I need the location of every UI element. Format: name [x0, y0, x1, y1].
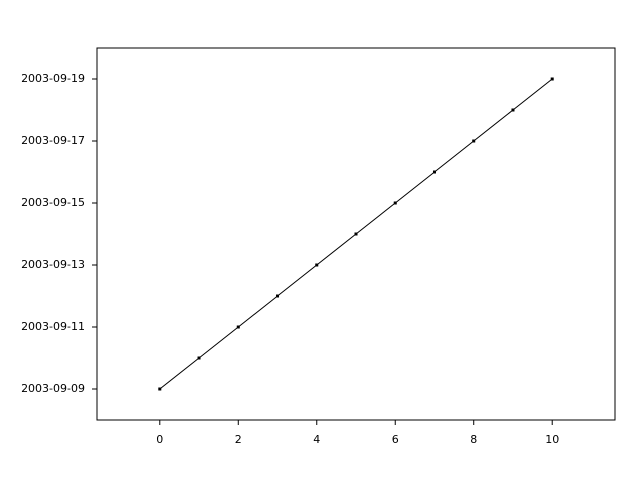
y-tick-label: 2003-09-09 — [21, 382, 85, 395]
y-tick-label: 2003-09-17 — [21, 134, 85, 147]
x-tick-label: 10 — [545, 433, 559, 446]
plot-frame — [96, 47, 616, 421]
point — [354, 232, 358, 236]
point — [276, 294, 280, 298]
point — [197, 356, 201, 360]
point — [236, 325, 240, 329]
x-tick-label: 2 — [235, 433, 242, 446]
point — [158, 387, 162, 391]
point — [472, 139, 476, 143]
x-tick-label: 6 — [392, 433, 399, 446]
point — [432, 170, 436, 174]
x-tick-label: 4 — [313, 433, 320, 446]
y-tick-label: 2003-09-11 — [21, 320, 85, 333]
point — [550, 77, 554, 81]
x-tick-label: 8 — [470, 433, 477, 446]
point — [393, 201, 397, 205]
y-tick-label: 2003-09-13 — [21, 258, 85, 271]
point — [315, 263, 319, 267]
x-tick-label: 0 — [156, 433, 163, 446]
y-tick-label: 2003-09-19 — [21, 72, 85, 85]
point — [511, 108, 515, 112]
y-tick-label: 2003-09-15 — [21, 196, 85, 209]
